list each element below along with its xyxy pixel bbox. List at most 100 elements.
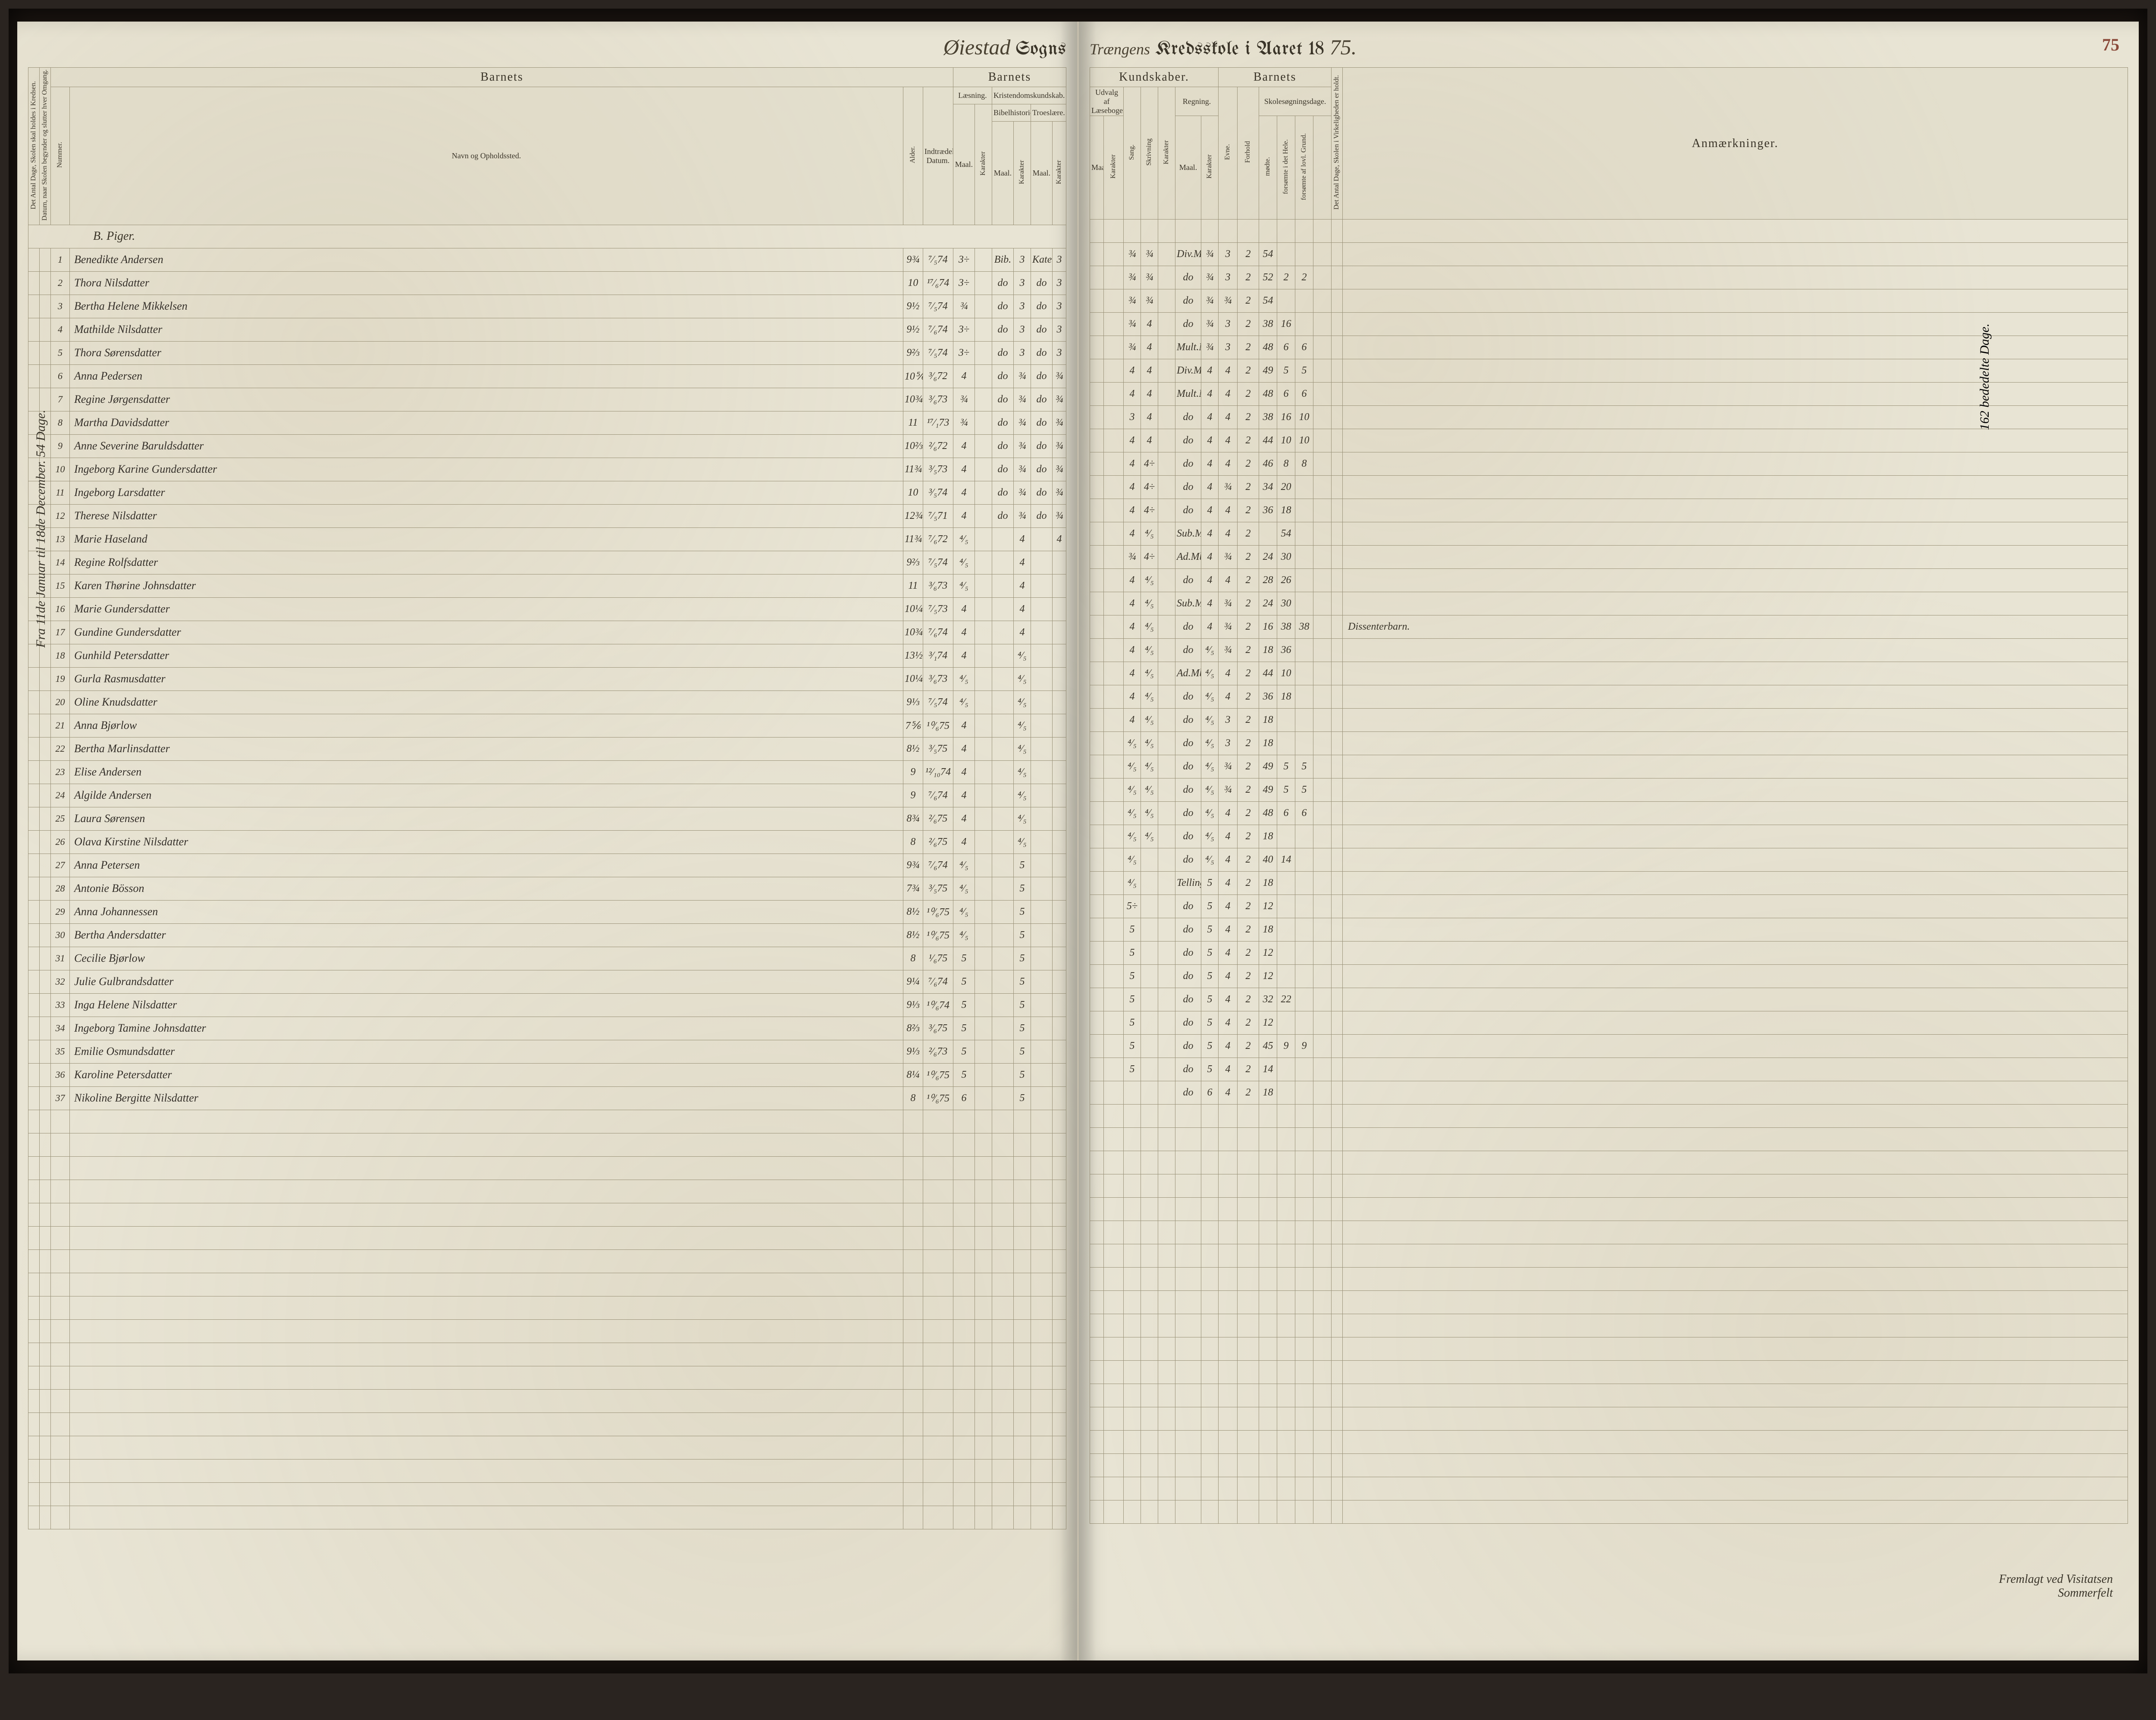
section-kundskaber: Kundskaber. — [1090, 68, 1219, 87]
table-row: 5do54212 — [1090, 1011, 2128, 1035]
table-row: 20Oline Knudsdatter9⅓⁷⁄₅74⁴⁄₅⁴⁄₅ — [28, 691, 1066, 714]
table-row: 5÷do54212 — [1090, 895, 2128, 918]
sub-regning: Regning. — [1175, 87, 1219, 116]
left-page: Fra 11de Januar til 18de December. 54 Da… — [17, 22, 1078, 1660]
table-row: 19Gurla Rasmusdatter10¼³⁄₆73⁴⁄₅⁴⁄₅ — [28, 667, 1066, 691]
table-row: ¾¾do¾325222 — [1090, 266, 2128, 289]
table-row: 5do54214 — [1090, 1058, 2128, 1081]
col-bib-kar: Karakter — [1018, 160, 1026, 184]
sub-skriv: Skrivning — [1145, 138, 1153, 166]
col-navn: Navn og Opholdssted. — [70, 87, 903, 225]
table-row: 5do54212 — [1090, 965, 2128, 988]
table-row: 27Anna Petersen9¾⁷⁄₆74⁴⁄₅5 — [28, 854, 1066, 877]
page-number: 75 — [2102, 35, 2119, 55]
table-row: ⁴⁄₅⁴⁄₅do⁴⁄₅¾24955 — [1090, 755, 2128, 778]
table-row: 35Emilie Osmundsdatter9⅓²⁄₆7355 — [28, 1040, 1066, 1063]
col-udv-maal: Maal. — [1090, 116, 1104, 220]
col-troes-maal: Maal. — [1031, 121, 1052, 225]
table-row: 5do5423222 — [1090, 988, 2128, 1011]
col-evne: Evne. — [1224, 144, 1232, 160]
table-row: 4⁴⁄₅do4¾2163838Dissenterbarn. — [1090, 615, 2128, 639]
table-row: 8Martha Davidsdatter11¹⁷⁄₁73¾do¾do¾ — [28, 411, 1066, 434]
kredsskole-label: Kredsskole i Aaret 18 — [1155, 40, 1325, 60]
col-antal-dage: Det Antal Dage, Skolen skal holdes i Kre… — [30, 81, 38, 209]
table-row: 13Marie Haseland11¾⁷⁄₆72⁴⁄₅44 — [28, 527, 1066, 551]
table-row: ¾¾Div.Mb¾3254 — [1090, 243, 2128, 266]
table-row: 6Anna Pedersen10⅚³⁄₆724do¾do¾ — [28, 364, 1066, 388]
section-barnets-left2: Barnets — [953, 68, 1066, 87]
table-row: ⁴⁄₅⁴⁄₅do⁴⁄₅4218 — [1090, 825, 2128, 848]
table-row: 17Gundine Gundersdatter10¾⁷⁄₆7444 — [28, 621, 1066, 644]
table-row: 37Nikoline Bergitte Nilsdatter8¹⁰⁄₆7565 — [28, 1086, 1066, 1110]
table-row: 21Anna Bjørlow7⅚¹⁰⁄₆754⁴⁄₅ — [28, 714, 1066, 737]
table-row: 29Anna Johannessen8½¹⁰⁄₆75⁴⁄₅5 — [28, 900, 1066, 923]
table-row: 44Div.Mb4424955 — [1090, 359, 2128, 383]
table-row: 44do442441010 — [1090, 429, 2128, 452]
title-left: Øiestad Sogns — [28, 35, 1066, 60]
table-row: 44÷do4423618 — [1090, 499, 2128, 522]
table-row: 44÷do4424688 — [1090, 452, 2128, 476]
table-row: ¾¾do¾¾254 — [1090, 289, 2128, 313]
table-row: 18Gunhild Petersdatter13½³⁄₁744⁴⁄₅ — [28, 644, 1066, 667]
table-row: ⁴⁄₅Telling54218 — [1090, 872, 2128, 895]
table-row: ⁴⁄₅⁴⁄₅do⁴⁄₅3218 — [1090, 732, 2128, 755]
body-heading: B. Piger. — [28, 225, 1066, 248]
col-nummer: Nummer. — [56, 142, 64, 168]
table-row: ¾4÷Ad.Mb4¾22430 — [1090, 546, 2128, 569]
section-anm: Anmærkninger. — [1343, 68, 2128, 220]
table-row: 14Regine Rolfsdatter9⅔⁷⁄₅74⁴⁄₅4 — [28, 551, 1066, 574]
table-row: ¾4Mult.Mb¾324866 — [1090, 336, 2128, 359]
sub-sang: Sang. — [1128, 144, 1136, 160]
left-margin-note: Fra 11de Januar til 18de December. 54 Da… — [34, 410, 48, 648]
table-row: 23Elise Andersen9¹²⁄₁₀744⁴⁄₅ — [28, 760, 1066, 784]
col-indtr: Indtrædelses-Datum. — [923, 87, 953, 225]
sub-kristendom: Kristendomskundskab. — [992, 87, 1066, 104]
table-row: 12Therese Nilsdatter12¾⁷⁄₅714do¾do¾ — [28, 504, 1066, 527]
section-barnets-right: Barnets — [1219, 68, 1332, 87]
table-row: 4⁴⁄₅Sub.Mb44254 — [1090, 522, 2128, 546]
col-modte: mødte. — [1264, 157, 1272, 176]
table-row: 4Mathilde Nilsdatter9½⁷⁄₆743÷do3do3 — [28, 318, 1066, 341]
col-troes-kar: Karakter — [1055, 160, 1063, 184]
col-reg-maal: Maal. — [1175, 116, 1201, 220]
table-row: ⁴⁄₅⁴⁄₅do⁴⁄₅¾24955 — [1090, 778, 2128, 802]
table-row: 5do54212 — [1090, 942, 2128, 965]
table-row: 32Julie Gulbrandsdatter9¼⁷⁄₆7455 — [28, 970, 1066, 993]
parish-name: Øiestad — [943, 35, 1011, 60]
table-row: 2Thora Nilsdatter10¹⁷⁄₆743÷do3do3 — [28, 271, 1066, 295]
table-row: ⁴⁄₅do⁴⁄₅424014 — [1090, 848, 2128, 872]
table-row: 16Marie Gundersdatter10¼⁷⁄₅7344 — [28, 597, 1066, 621]
table-row: 31Cecilie Bjørlow8¹⁄₆7555 — [28, 947, 1066, 970]
annotation-cursive: Trængens — [1090, 40, 1150, 58]
table-row: 10Ingeborg Karine Gundersdatter11¾³⁄₅734… — [28, 458, 1066, 481]
table-row: 44Mult.Mb4424866 — [1090, 383, 2128, 406]
table-row: 5do5424599 — [1090, 1035, 2128, 1058]
table-row: do64218 — [1090, 1081, 2128, 1105]
right-page: 75 Trængens Kredsskole i Aaret 1875. Kun… — [1078, 22, 2139, 1660]
table-row: 4⁴⁄₅Sub.Mb4¾22430 — [1090, 592, 2128, 615]
table-row: 25Laura Sørensen8¾²⁄₆754⁴⁄₅ — [28, 807, 1066, 830]
table-row: 30Bertha Andersdatter8½¹⁰⁄₆75⁴⁄₅5 — [28, 923, 1066, 947]
sogns-label: Sogns — [1015, 40, 1066, 60]
col-forhold: Forhold — [1244, 141, 1252, 163]
col-fors-whole: forsømte i det Hele. — [1282, 139, 1290, 194]
table-row: 3Bertha Helene Mikkelsen9½⁷⁄₅74¾do3do3 — [28, 295, 1066, 318]
table-row: 5do54218 — [1090, 918, 2128, 942]
left-ledger-table: Det Antal Dage, Skolen skal holdes i Kre… — [28, 67, 1066, 1529]
sub-laesning: Læsning. — [953, 87, 992, 104]
col-laes-kar: Karakter — [979, 151, 987, 176]
table-row: 5Thora Sørensdatter9⅔⁷⁄₅743÷do3do3 — [28, 341, 1066, 364]
col-virk: Det Antal Dage, Skolen i Virkeligheden e… — [1333, 75, 1341, 210]
col-alder: Alder. — [909, 146, 917, 163]
table-row: 24Algilde Andersen9⁷⁄₆744⁴⁄₅ — [28, 784, 1066, 807]
year-cursive: 75. — [1330, 35, 1357, 60]
col-fors-grunn: forsømte af lovl. Grund. — [1300, 133, 1308, 200]
table-row: 34Ingeborg Tamine Johnsdatter8⅔³⁄₆7555 — [28, 1017, 1066, 1040]
table-row: 34do442381610 — [1090, 406, 2128, 429]
table-row: 4⁴⁄₅do⁴⁄₅423618 — [1090, 685, 2128, 709]
table-row: 11Ingeborg Larsdatter10³⁄₅744do¾do¾ — [28, 481, 1066, 504]
table-row: 36Karoline Petersdatter8¼¹⁰⁄₆7555 — [28, 1063, 1066, 1086]
table-row: 1Benedikte Andersen9¾⁷⁄₅743÷Bib.3Katekis… — [28, 248, 1066, 271]
table-row: 44÷do4¾23420 — [1090, 476, 2128, 499]
table-row: 4⁴⁄₅Ad.Mb⁴⁄₅424410 — [1090, 662, 2128, 685]
